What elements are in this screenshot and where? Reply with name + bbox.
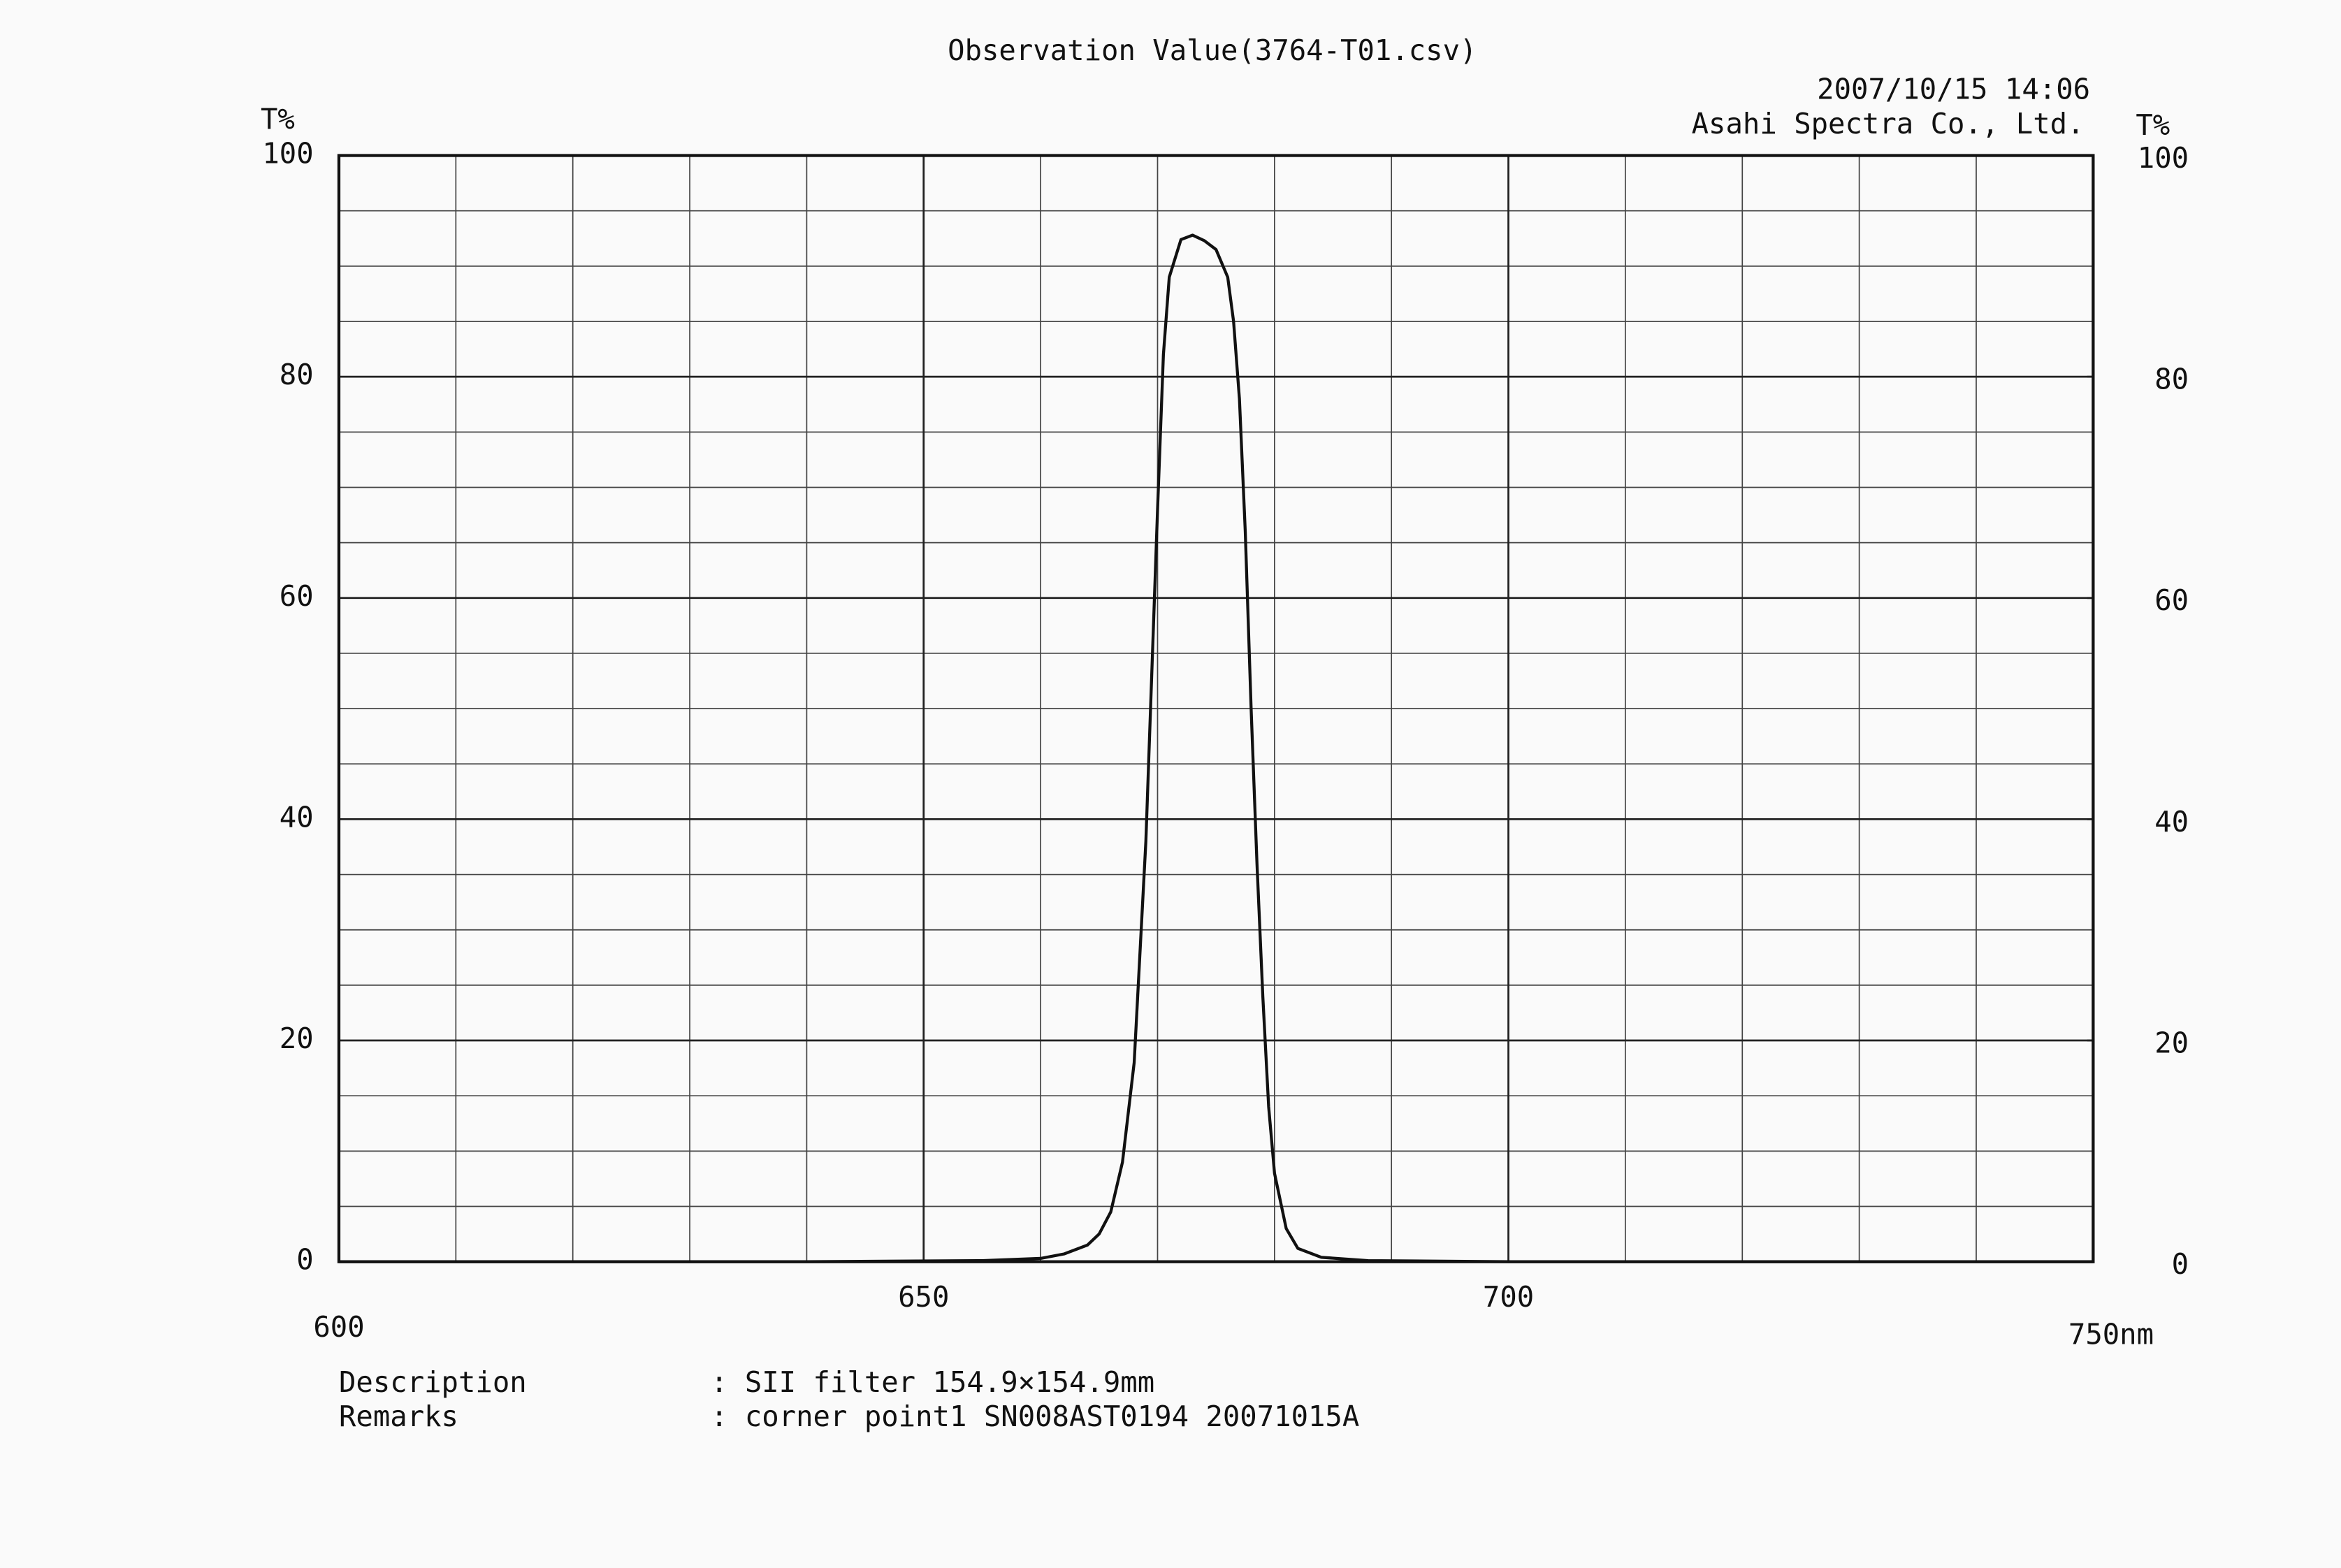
y-tick-label: 60 [280,579,314,613]
y2-tick-label: 80 [2154,363,2189,396]
x-tick-label: 600 [313,1310,364,1344]
x-tick-label: 750nm [2068,1317,2154,1351]
y2-tick-label: 20 [2154,1026,2189,1059]
x-tick-label: 700 [1483,1280,1534,1314]
y-tick-label: 40 [280,800,314,834]
y2-tick-label: 100 [2138,141,2189,175]
description: : SII filter 154.9×154.9mm [711,1365,1154,1399]
y2-axis-label: T% [2136,108,2170,142]
remarks-label: Remarks [339,1400,458,1433]
datetime: 2007/10/15 14:06 [1817,73,2090,106]
y2-tick-label: 40 [2154,805,2189,839]
remarks: : corner point1 SN008AST0194 20071015A [711,1400,1359,1433]
y-axis-label: T% [261,102,295,136]
y-tick-label: 80 [280,358,314,391]
y2-tick-label: 60 [2154,583,2189,617]
chart-title: Observation Value(3764-T01.csv) [948,34,1477,67]
plot-frame [337,154,2095,1263]
transmission-curve [338,233,2094,1263]
description-label: Description [339,1365,527,1399]
x-tick-label: 650 [898,1280,949,1314]
company: Asahi Spectra Co., Ltd. [1692,107,2085,140]
y-tick-label: 0 [296,1243,313,1277]
y2-tick-label: 0 [2172,1247,2189,1281]
y-tick-label: 20 [280,1022,314,1055]
y-tick-label: 100 [262,137,313,170]
